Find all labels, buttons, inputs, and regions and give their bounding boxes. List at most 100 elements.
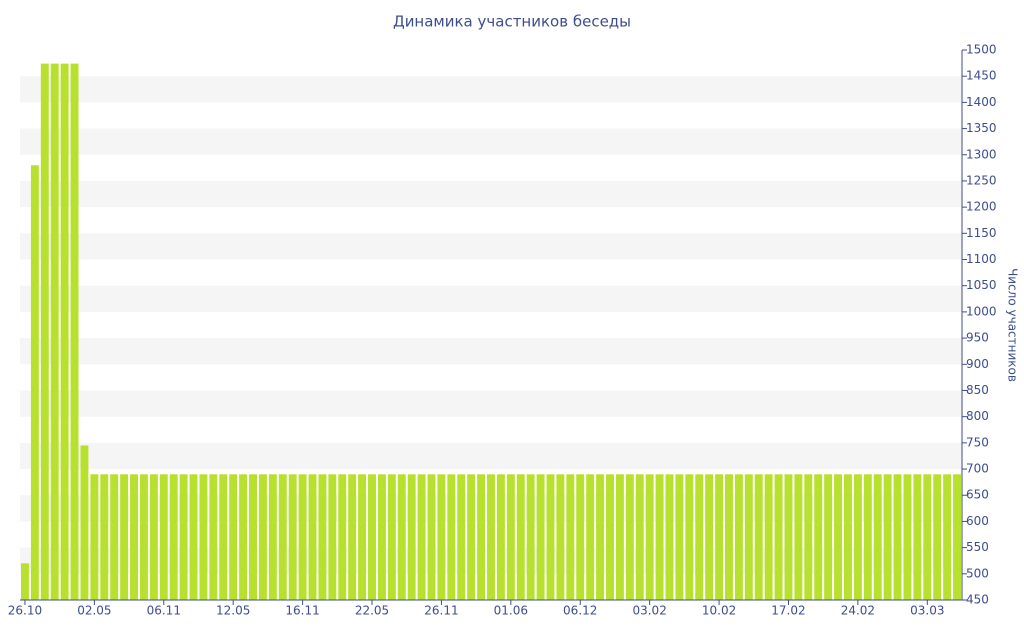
bar [318,474,327,600]
y-tick-label: 1000 [966,304,997,318]
y-tick-label: 1450 [966,69,997,83]
y-tick-label: 1400 [966,95,997,109]
y-tick-label: 450 [966,593,989,607]
bar [764,474,773,600]
bar [893,474,902,600]
bar [953,474,962,600]
bar [447,474,456,600]
bar [883,474,892,600]
bar [804,474,813,600]
bar [556,474,565,600]
x-tick-label: 02.05 [77,604,111,618]
x-tick-label: 03.03 [910,604,944,618]
bar [100,474,109,600]
bar [90,474,99,600]
grid-band [20,285,962,312]
bar [239,474,248,600]
bar [80,445,89,600]
bar [60,63,69,601]
bar [348,474,357,600]
y-tick-label: 600 [966,514,989,528]
bar [149,474,158,600]
bar [923,474,932,600]
bar [784,474,793,600]
y-tick-label: 1150 [966,226,997,240]
bar [794,474,803,600]
bar [268,474,277,600]
y-tick-label: 1300 [966,147,997,161]
bar [110,474,119,600]
bar [506,474,515,600]
grid-band [20,76,962,103]
bar [645,474,654,600]
bar [189,474,198,600]
bar [130,474,138,600]
grid-band [20,128,962,155]
bar [407,474,416,600]
y-tick-label: 900 [966,357,989,371]
bar [873,474,882,600]
bar [606,474,614,600]
bar [586,474,595,600]
bar [368,474,376,600]
x-tick-label: 26.10 [8,604,42,618]
bar [725,474,733,600]
grid-band [20,233,962,260]
bar [774,474,783,600]
bar [40,63,49,601]
bar [546,474,555,600]
bar [159,474,168,600]
bar [298,474,307,600]
bar [536,474,545,600]
x-tick-label: 22.05 [355,604,389,618]
bar [933,474,942,600]
bar [477,474,486,600]
bar [844,474,852,600]
bar [70,63,79,601]
grid-band [20,180,962,208]
bar [417,474,426,600]
grid-band [20,442,962,470]
bar [278,474,287,600]
bar [30,165,39,600]
bar [258,474,267,600]
bar [566,474,575,600]
y-tick-label: 1250 [966,173,997,187]
y-axis-label: Число участников [1006,268,1020,382]
bar [526,474,535,600]
bar [328,474,337,600]
bar [625,474,634,600]
y-tick-label: 1100 [966,252,997,266]
bar [120,474,129,600]
y-tick-label: 1200 [966,200,997,214]
grid-band [20,338,962,365]
bar [635,474,644,600]
bar [387,474,396,600]
y-tick-label: 800 [966,409,989,423]
bar [457,474,466,600]
bar [467,474,476,600]
y-tick-label: 1500 [966,43,997,57]
x-tick-label: 03.02 [632,604,666,618]
y-tick-label: 750 [966,435,989,449]
y-tick-label: 700 [966,462,989,476]
bar [496,474,505,600]
bar [655,474,664,600]
y-tick-label: 1350 [966,121,997,135]
bar [229,474,238,600]
bar [596,474,605,600]
x-tick-label: 06.11 [147,604,181,618]
bar [397,474,406,600]
chart-title: Динамика участников беседы [393,13,631,31]
bar [377,474,386,600]
bar [358,474,367,600]
y-tick-label: 850 [966,383,989,397]
x-tick-label: 17.02 [771,604,805,618]
bar [754,474,763,600]
bar [913,474,922,600]
bar [437,474,446,600]
bar [824,474,833,600]
bar [744,474,753,600]
bar [199,474,208,600]
bar [943,474,952,600]
